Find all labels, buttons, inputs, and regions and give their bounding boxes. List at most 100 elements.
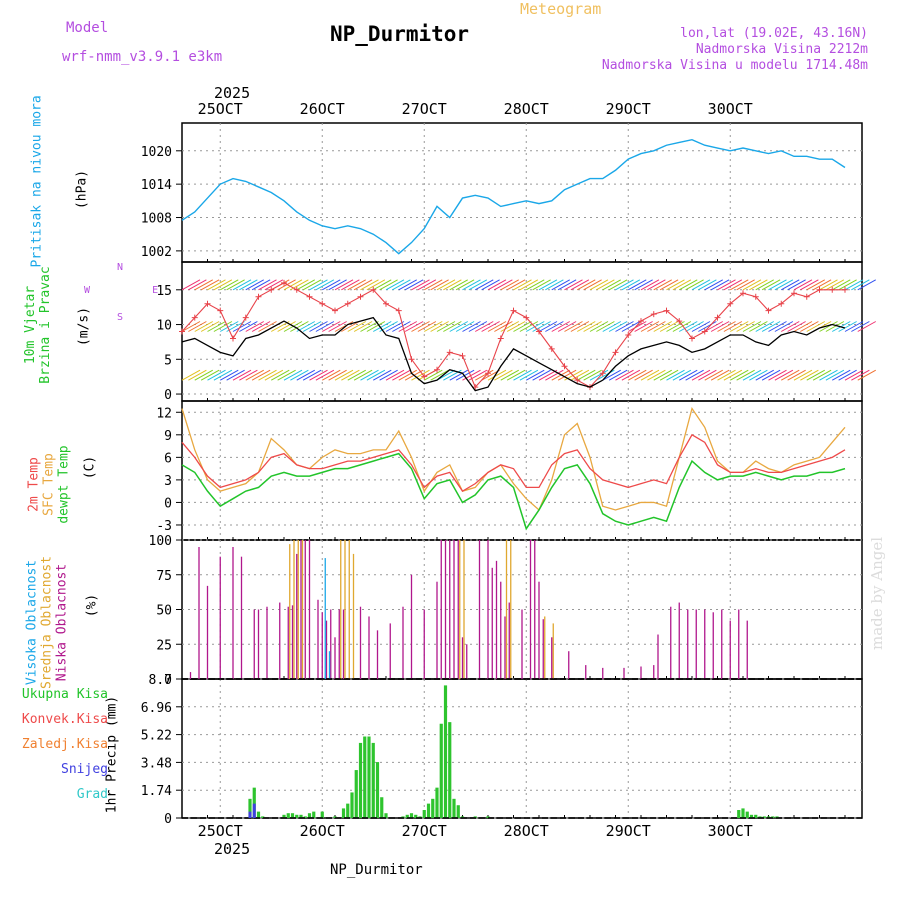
wind-barb: [347, 279, 366, 291]
wind-gust-marker: [599, 370, 606, 377]
footer-station: NP_Durmitor: [330, 862, 423, 878]
wind-barb: [806, 369, 825, 381]
wind-barb: [704, 321, 723, 332]
wind-barb: [685, 321, 704, 332]
wind-barb: [220, 279, 239, 291]
wind-barb: [188, 369, 207, 381]
wind-barb: [322, 321, 341, 332]
wind-gust-marker: [281, 279, 287, 286]
wind-barb: [455, 279, 475, 291]
wind-barb: [640, 369, 660, 381]
wind-barb: [506, 279, 526, 291]
wind-barb: [258, 279, 277, 291]
wind-gust-marker: [536, 328, 542, 335]
precip-snow-bar: [248, 811, 252, 818]
y-tick-label: 8.7: [149, 673, 172, 688]
wind-barb: [309, 369, 328, 381]
wind-barb: [640, 279, 660, 291]
wind-barb: [621, 321, 641, 332]
wind-barb: [475, 321, 494, 332]
wind-barb: [793, 321, 813, 332]
wind-barb: [475, 369, 494, 381]
wind-barb: [781, 279, 800, 291]
precip-legend-hail: Grad: [76, 787, 108, 802]
wind-barb: [628, 321, 647, 332]
wind-barb: [583, 321, 602, 332]
wind-barb: [793, 369, 813, 381]
wind-barb: [825, 369, 845, 381]
wind-gust-marker: [676, 318, 683, 325]
wind-gust-marker: [523, 314, 530, 321]
wind-barb: [328, 279, 347, 291]
precip-bar: [741, 808, 745, 818]
wind-barb: [462, 279, 481, 291]
wind-barb: [577, 279, 596, 291]
wind-barb: [717, 369, 736, 381]
precip-bar: [256, 811, 261, 818]
wind-barb: [302, 369, 322, 381]
wind-barb: [691, 321, 711, 332]
precip-bar: [754, 814, 758, 818]
wind-barb: [736, 321, 755, 332]
wind-barb: [749, 279, 768, 291]
wind-barb: [589, 279, 609, 291]
wind-barb: [679, 279, 698, 291]
precip-snow-bar: [252, 803, 256, 818]
wind-barb: [851, 369, 870, 381]
wind-barb: [621, 369, 641, 381]
wind-barb: [557, 279, 577, 291]
wind-barb: [341, 279, 360, 291]
wind-barb: [315, 279, 335, 291]
wind-barb: [366, 321, 386, 332]
wind-barb: [640, 321, 660, 332]
wind-barb: [455, 321, 475, 332]
wind-barb: [283, 369, 303, 381]
wind-barb: [685, 279, 704, 291]
bottom-day-label: 25OCT: [198, 822, 243, 840]
wind-barb: [691, 279, 711, 291]
wind-barb: [341, 369, 360, 381]
wind-barb: [615, 279, 634, 291]
precip-bar: [358, 742, 363, 818]
wind-gust-marker: [293, 286, 300, 293]
wind-barb: [264, 279, 284, 291]
wind-gust-marker: [306, 293, 313, 300]
wind-barb: [812, 279, 832, 291]
wind-gust-marker: [217, 307, 224, 314]
temp-dew-line: [181, 452, 846, 531]
wind-barb: [258, 369, 277, 381]
wind-barb: [653, 321, 672, 332]
wind-barb: [328, 369, 347, 381]
wind-barb: [538, 369, 558, 381]
precip-bar: [409, 813, 414, 818]
wind-barb: [309, 279, 328, 291]
precip-bar: [354, 770, 358, 818]
wind-barb: [468, 279, 488, 291]
wind-barb: [220, 321, 239, 332]
wind-barb: [628, 369, 647, 381]
wind-barb: [513, 321, 532, 332]
wind-gust-marker: [485, 370, 491, 377]
wind-barb: [328, 321, 347, 332]
y-tick-label: 6.96: [141, 701, 172, 716]
precip-bar: [758, 816, 762, 818]
wind-barb: [583, 369, 602, 381]
wind-barb: [730, 321, 749, 332]
precip-bar: [439, 723, 443, 818]
wind-barb: [602, 279, 621, 291]
model-name: wrf-nmm_v3.9.1 e3km: [62, 49, 223, 65]
wind-barb: [424, 279, 443, 291]
wind-barb: [436, 279, 456, 291]
wind-barb: [583, 279, 602, 291]
wind-barb: [200, 369, 220, 381]
wind-barb: [730, 369, 749, 381]
wind-barb: [608, 321, 628, 332]
wind-barb: [283, 279, 303, 291]
wind-barb: [526, 369, 545, 381]
wind-barb: [723, 279, 743, 291]
y-tick-label: 0: [164, 388, 172, 403]
wind-gust-marker: [421, 373, 428, 380]
y-tick-label: 5: [164, 353, 172, 368]
wind-barb: [787, 369, 806, 381]
wind-barb: [347, 321, 366, 332]
